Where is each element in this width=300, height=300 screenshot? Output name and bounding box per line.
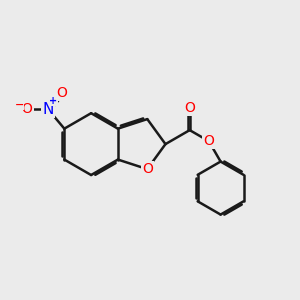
Text: O: O [142, 162, 153, 176]
Text: O: O [184, 101, 195, 115]
Text: O: O [56, 86, 67, 100]
Text: N: N [43, 102, 54, 117]
Text: O: O [203, 134, 214, 148]
Text: O: O [22, 103, 32, 116]
Text: −: − [15, 100, 24, 110]
Text: +: + [50, 96, 58, 106]
